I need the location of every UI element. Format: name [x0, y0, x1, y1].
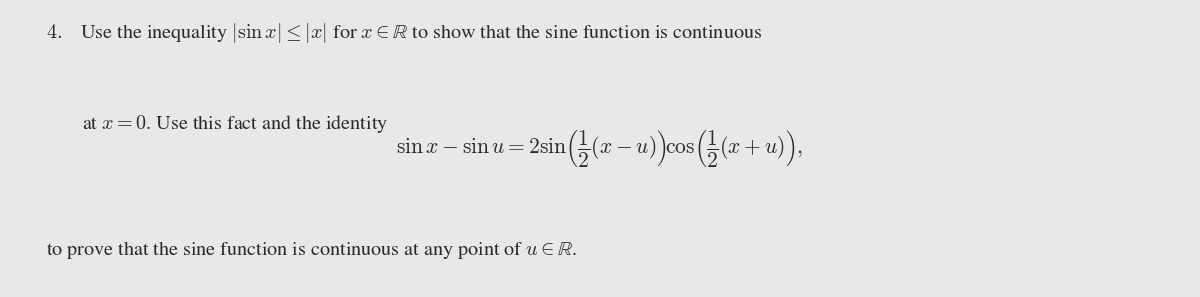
Text: $\sin x - \sin u = 2\sin\!\left(\dfrac{1}{2}(x - u)\right)\!\cos\!\left(\dfrac{1: $\sin x - \sin u = 2\sin\!\left(\dfrac{1… — [396, 128, 804, 169]
Text: to prove that the sine function is continuous at any point of $u \in \mathbb{R}$: to prove that the sine function is conti… — [46, 239, 577, 261]
Text: $4.\;$  Use the inequality $|\sin x| \leq |x|$ for $x \in \mathbb{R}$ to show th: $4.\;$ Use the inequality $|\sin x| \leq… — [46, 21, 762, 45]
Text: at $x = 0$. Use this fact and the identity: at $x = 0$. Use this fact and the identi… — [82, 113, 388, 135]
